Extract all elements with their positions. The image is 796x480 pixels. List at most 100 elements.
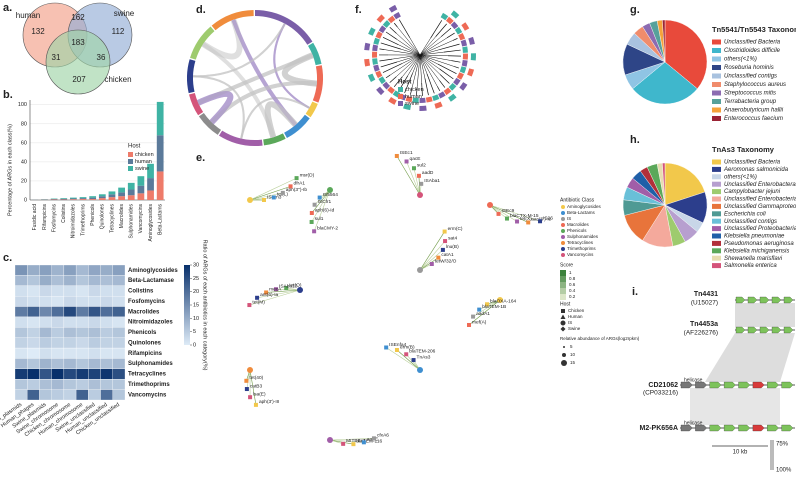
heat-cell: [51, 275, 65, 286]
heat-cell: [63, 347, 77, 359]
legend-shape: [560, 320, 566, 326]
network-node: [271, 195, 276, 200]
heat-cell: [51, 285, 65, 297]
tree-branch: [419, 54, 441, 75]
bar: [79, 198, 87, 200]
score-label: 1: [569, 270, 572, 275]
colorbar-tick-label: 10: [193, 316, 199, 322]
tree-ring: [458, 32, 466, 41]
legend-swatch: [712, 48, 721, 53]
row-label: Vancomycins: [128, 392, 167, 398]
network-node: [404, 159, 409, 164]
node-label: blaTEM-1B: [482, 304, 506, 310]
node-label: ISEc1: [400, 150, 413, 156]
bar: [89, 196, 97, 198]
heat-cell: [75, 296, 89, 307]
gene-arrow: [747, 326, 758, 334]
legend-label: swine: [405, 101, 419, 107]
bar: [70, 198, 77, 200]
heat-cell: [75, 347, 89, 359]
x-tick-label: Vancomycins: [138, 204, 144, 234]
x-tick-label: Fosfomycins: [51, 204, 57, 233]
legend-title: Host: [560, 301, 571, 307]
heat-cell: [100, 368, 113, 380]
heat-cell: [14, 358, 28, 369]
chord-segment: [308, 42, 322, 66]
tree-ring: [461, 59, 468, 67]
x-tick-label: Trimethoprims: [80, 204, 86, 236]
network-edge: [419, 231, 445, 271]
network-edge: [419, 240, 446, 271]
heat-cell: [14, 316, 28, 328]
row-label: Phenicols: [128, 330, 157, 336]
x-tick-label: Fusidic acid: [32, 204, 38, 231]
identity-label: 100%: [776, 468, 792, 474]
tree-ring: [376, 86, 385, 96]
heat-cell: [100, 379, 113, 390]
node-label: blaCMY-2: [317, 226, 338, 232]
element-name: Tn4453a: [690, 321, 718, 328]
bar: [89, 199, 97, 200]
heat-cell: [51, 264, 65, 276]
score-swatch: [560, 294, 566, 300]
tree-branch: [416, 54, 421, 87]
tree-ring: [419, 105, 427, 111]
chord-segment: [218, 130, 263, 146]
legend-title: Host: [128, 144, 141, 150]
tree-branch: [382, 63, 403, 73]
heat-cell: [88, 337, 101, 349]
tree-branch: [446, 32, 455, 39]
heat-cell: [88, 379, 101, 390]
hub-node: [417, 192, 423, 198]
gene-arrow: [738, 381, 751, 389]
tree-ring: [432, 94, 440, 102]
tree-ring: [387, 15, 396, 24]
gene-arrow: [695, 424, 707, 432]
x-tick-label: Sulphonamides: [129, 204, 135, 239]
row-label: Beta-Lactamase: [128, 278, 175, 284]
network-edge: [266, 289, 301, 293]
heat-cell: [75, 327, 89, 338]
legend-label: Klebsiella michiganensis: [724, 248, 789, 254]
heat-cell: [63, 264, 77, 276]
gene-arrow: [723, 381, 736, 389]
network-edge: [413, 168, 421, 196]
node-label: sul2: [417, 162, 426, 168]
gene-label: helicase: [684, 377, 703, 383]
legend-title: Relative abundance of ARGs(log2rpkm): [560, 336, 640, 341]
network-node: [255, 295, 260, 300]
panel-label: d.: [196, 4, 206, 16]
legend-label: Beta-Lactams: [567, 210, 596, 215]
pie-slice: [662, 19, 666, 63]
heat-cell: [75, 368, 89, 380]
heat-cell: [88, 358, 101, 369]
heat-cell: [27, 358, 40, 369]
node-label: ISEc9: [502, 208, 515, 214]
legend-label: Human: [568, 314, 583, 319]
legend-label: Shewanella marisflavi: [724, 256, 783, 262]
legend-label: chicken: [405, 87, 424, 93]
legend-swatch: [398, 101, 403, 106]
heat-cell: [51, 358, 65, 369]
network-node: [504, 216, 509, 221]
bar: [137, 176, 145, 186]
tree-branch: [410, 89, 412, 95]
tree-ring: [376, 14, 385, 23]
bar: [118, 192, 125, 197]
tree-branch: [419, 54, 448, 57]
x-tick-label: Aminoglycosides: [148, 204, 154, 242]
node-label: lnu(B): [446, 244, 459, 250]
network-node: [264, 290, 269, 295]
heat-cell: [27, 379, 40, 390]
legend-swatch: [712, 211, 721, 217]
gene-arrow: [680, 424, 693, 432]
legend-label: Anaerobutyricum hallii: [723, 108, 784, 114]
heat-cell: [88, 327, 101, 338]
legend-label: others(<1%): [724, 174, 757, 180]
chord-segment: [305, 101, 318, 118]
node-label: msr(D): [300, 172, 315, 178]
pie-title: TnAs3 Taxonomy: [712, 145, 775, 154]
heat-cell: [63, 368, 77, 380]
heat-cell: [51, 379, 65, 390]
hub-node: [417, 367, 423, 373]
